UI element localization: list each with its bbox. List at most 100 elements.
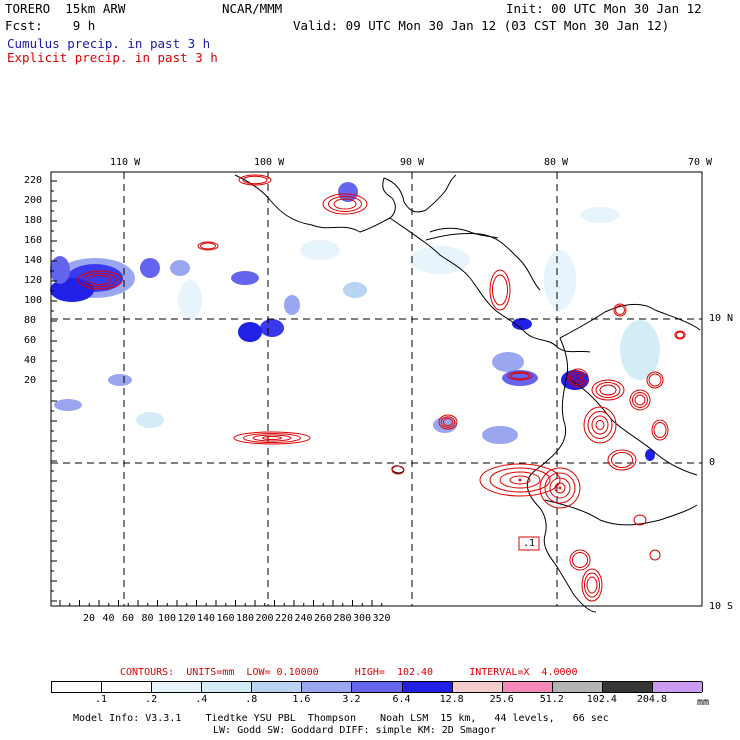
colorbar-level-label: 25.6 [489, 694, 514, 705]
lon-label-80w: 80 W [544, 157, 569, 168]
precip-contour [492, 274, 508, 306]
precip-contour [632, 392, 648, 408]
precip-contour [242, 175, 268, 185]
y-tick-label: 160 [24, 235, 43, 246]
lat-label-0: 0 [709, 457, 716, 468]
colorbar-level-label: .8 [245, 694, 258, 705]
colorbar-swatch [552, 682, 603, 692]
colorbar-swatch [352, 682, 403, 692]
precip-contour [479, 463, 561, 497]
cumulus-shading-cell [50, 256, 70, 284]
lon-label-90w: 90 W [400, 157, 425, 168]
colorbar-level-label: .1 [95, 694, 108, 705]
lon-label-100w: 100 W [254, 157, 285, 168]
y-tick-label: 20 [24, 375, 37, 386]
cuba [429, 227, 499, 239]
precip-contour [88, 275, 112, 285]
precip-contour [651, 419, 669, 441]
precip-contour [567, 368, 589, 388]
precip-contour [595, 382, 621, 398]
cumulus-shading-cell [136, 412, 164, 428]
x-tick-label: 80 [141, 613, 154, 624]
model-title: TORERO 15km ARW [5, 1, 126, 16]
org-label: NCAR/MMM [222, 1, 283, 16]
precip-contour [584, 572, 600, 598]
precip-contour [581, 568, 603, 602]
colorbar-level-label: 12.8 [439, 694, 464, 705]
cumulus-shading-cell [238, 322, 262, 342]
cumulus-shading-cell [231, 271, 259, 285]
precip-contour [83, 272, 117, 288]
precip-contour [440, 416, 456, 428]
x-tick-label: 20 [83, 613, 96, 624]
precip-contour [238, 174, 272, 186]
y-tick-label: 220 [24, 175, 43, 186]
cumulus-shading-cell [544, 250, 576, 310]
cumulus-shading-cell [512, 318, 532, 330]
colorbar-level-label: 3.2 [342, 694, 361, 705]
lon-label-70w: 70 W [688, 157, 713, 168]
cumulus-shading-cell [645, 449, 655, 461]
y-tick-label: 180 [24, 215, 43, 226]
precip-contour [558, 486, 562, 490]
x-tick-label: 120 [177, 613, 196, 624]
x-tick-label: 300 [353, 613, 372, 624]
colorbar-unit: mm [697, 697, 710, 708]
x-tick-label: 220 [275, 613, 294, 624]
precip-contour [489, 269, 511, 311]
precip-contour [243, 433, 301, 443]
precip-contour [252, 434, 292, 442]
x-tick-label: 40 [102, 613, 115, 624]
precip-contour [575, 375, 581, 381]
precip-contour [489, 467, 551, 493]
contours-info: CONTOURS: UNITS=mm LOW= 0.10000 HIGH= 10… [120, 667, 578, 678]
x-tick-label: 100 [158, 613, 177, 624]
precip-contour [333, 198, 357, 210]
lon-label-110w: 110 W [110, 157, 141, 168]
precip-contour [649, 549, 661, 561]
x-tick-label: 260 [314, 613, 333, 624]
precip-contour [587, 411, 613, 439]
colorbar-swatch [652, 682, 703, 692]
cumulus-shading-cell [108, 374, 132, 386]
y-tick-label: 40 [24, 355, 37, 366]
model-info: Model Info: V3.3.1 Tiedtke YSU PBL Thomp… [73, 713, 609, 724]
cumulus-legend: Cumulus precip. in past 3 h [7, 36, 211, 51]
x-tick-label: 320 [372, 613, 391, 624]
andes-border [569, 379, 698, 476]
precip-contour [591, 379, 625, 401]
colorbar-level-label: .2 [145, 694, 158, 705]
cumulus-shading-cell [343, 282, 367, 298]
x-tick-label: 280 [333, 613, 352, 624]
lat-label-10s: 10 S [709, 601, 734, 612]
precip-contour [443, 418, 453, 426]
map-frame [50, 171, 703, 607]
colorbar-swatch [152, 682, 203, 692]
y-tick-label: 60 [24, 335, 37, 346]
colorbar-swatch [502, 682, 553, 692]
mexico-coast [234, 174, 396, 233]
precip-contour [262, 436, 282, 440]
contour-box-label: .1 [523, 538, 536, 549]
cumulus-shading-cell [620, 320, 660, 380]
precip-contour [510, 372, 530, 380]
cumulus-shading-cell [50, 278, 94, 302]
cumulus-shading-cell [580, 207, 620, 223]
colorbar-swatch [52, 682, 103, 692]
explicit-legend: Explicit precip. in past 3 h [7, 50, 218, 65]
precip-contour [591, 415, 609, 435]
x-tick-label: 180 [236, 613, 255, 624]
precip-contour [539, 467, 581, 509]
valid-time: Valid: 09 UTC Mon 30 Jan 12 (03 CST Mon … [293, 18, 670, 33]
precip-contour [507, 371, 533, 381]
precip-contour [518, 478, 522, 482]
colorbar-swatch [452, 682, 503, 692]
cumulus-shading-cell [170, 260, 190, 276]
precip-contour [569, 549, 591, 571]
cumulus-shading-cell [140, 258, 160, 278]
yucatan-coast [383, 174, 457, 213]
colorbar-level-label: 51.2 [539, 694, 564, 705]
colorbar-level-label: .4 [195, 694, 208, 705]
colorbar-swatch [202, 682, 253, 692]
